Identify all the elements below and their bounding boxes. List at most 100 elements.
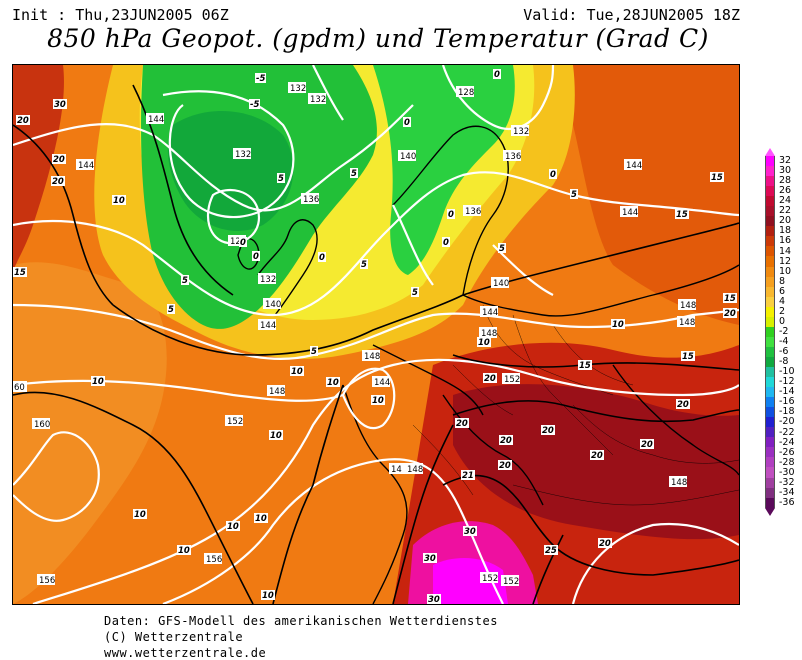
weather-map: 144 132 132 132 128 132 140 144 136 140 …: [12, 64, 740, 605]
temp-label: 0: [442, 237, 450, 248]
geopot-label: 140: [398, 150, 416, 162]
legend-swatch: [765, 286, 775, 297]
svg-text:20: 20: [484, 374, 496, 384]
svg-text:0: 0: [240, 238, 246, 248]
svg-text:152: 152: [503, 577, 519, 587]
svg-text:5: 5: [351, 169, 357, 179]
svg-text:136: 136: [505, 152, 521, 162]
svg-text:10: 10: [372, 396, 384, 406]
svg-text:140: 140: [265, 300, 281, 310]
legend-swatch: [765, 447, 775, 458]
legend-label: 30: [779, 165, 792, 177]
legend-label: -34: [779, 486, 795, 498]
geopot-label: 128: [456, 86, 474, 98]
svg-text:10: 10: [134, 510, 146, 520]
legend-label: -4: [779, 336, 789, 348]
legend-bar: [765, 156, 775, 508]
geopot-label: 144: [146, 113, 164, 125]
temp-label: 0: [252, 251, 260, 262]
valid-time: Valid: Tue,28JUN2005 18Z: [523, 6, 740, 24]
svg-text:148: 148: [269, 387, 285, 397]
svg-text:5: 5: [278, 174, 284, 184]
legend-label: 14: [779, 245, 792, 257]
legend-label: 32: [779, 155, 792, 166]
svg-text:0: 0: [448, 210, 454, 220]
svg-text:20: 20: [677, 400, 689, 410]
temp-label: 10: [226, 521, 240, 532]
svg-text:0: 0: [404, 118, 410, 128]
svg-text:10: 10: [291, 367, 303, 377]
legend-swatch: [765, 366, 775, 378]
temp-label: 20: [52, 154, 66, 165]
temp-label: 10: [177, 545, 191, 556]
svg-text:144: 144: [482, 308, 498, 318]
legend-label: -8: [779, 356, 789, 368]
temp-label: 10: [371, 395, 385, 406]
legend-label: 26: [779, 185, 792, 197]
legend-swatch: [765, 306, 775, 317]
geopot-label: 132: [511, 125, 529, 137]
temp-label: 20: [676, 399, 690, 410]
svg-text:10: 10: [255, 514, 267, 524]
temp-label: 10: [326, 377, 340, 388]
temp-label: 0: [447, 209, 455, 220]
legend-swatch: [765, 457, 775, 468]
temp-label: 15: [681, 351, 695, 362]
geopot-label: 148: [677, 316, 695, 328]
temp-label: 0: [403, 117, 411, 128]
geopot-label: 136: [503, 150, 521, 162]
legend-label: 8: [779, 275, 786, 287]
svg-text:30: 30: [424, 554, 436, 564]
svg-text:10: 10: [612, 320, 624, 330]
legend-label: -32: [779, 476, 795, 488]
geopot-label: 148: [267, 385, 285, 397]
svg-text:20: 20: [17, 116, 29, 126]
temp-label: 0: [239, 237, 247, 248]
legend-label: 10: [779, 265, 792, 277]
temp-label: 30: [53, 99, 67, 110]
legend-label: -2: [779, 325, 789, 337]
temp-label: 21: [461, 470, 475, 481]
geopot-label: 156: [37, 574, 55, 586]
legend-swatch: [765, 266, 775, 277]
temp-label: 20: [598, 538, 612, 549]
svg-text:152: 152: [227, 417, 243, 427]
legend-label: 6: [779, 285, 786, 297]
svg-text:21: 21: [462, 471, 474, 481]
svg-text:5: 5: [311, 347, 317, 357]
geopot-label: 144: [76, 159, 94, 171]
temp-label: 25: [544, 545, 558, 556]
svg-text:20: 20: [52, 177, 64, 187]
svg-text:20: 20: [591, 451, 603, 461]
legend-label: -14: [779, 386, 795, 398]
legend-swatch: [765, 296, 775, 307]
svg-text:25: 25: [545, 546, 557, 556]
temp-label: 20: [590, 450, 604, 461]
geopot-label: 156: [204, 553, 222, 565]
footer-url[interactable]: www.wetterzentrale.de: [104, 646, 267, 660]
coastlines: [237, 125, 739, 604]
temp-label: 10: [290, 366, 304, 377]
legend-swatch: [765, 397, 775, 408]
legend-label: 12: [779, 255, 792, 267]
temp-label: 20: [723, 308, 737, 319]
temp-label: 10: [133, 509, 147, 520]
svg-text:136: 136: [303, 195, 319, 205]
legend-swatch: [765, 437, 775, 448]
legend-swatch: [765, 226, 775, 237]
svg-text:10: 10: [92, 377, 104, 387]
legend-swatch: [765, 407, 775, 418]
field-northeast: [573, 65, 739, 325]
legend-swatch: [765, 256, 775, 267]
svg-text:20: 20: [53, 155, 65, 165]
temp-label: 10: [254, 513, 268, 524]
legend-swatch: [765, 326, 775, 337]
legend-swatch: [765, 186, 775, 197]
svg-text:0: 0: [253, 252, 259, 262]
geopot-label: 148: [678, 299, 696, 311]
init-time: Init : Thu,23JUN2005 06Z: [12, 6, 229, 24]
field-hot-core: [453, 384, 739, 540]
temp-label: 5: [350, 168, 358, 179]
temp-label: 10: [91, 376, 105, 387]
legend-swatch: [765, 467, 775, 478]
